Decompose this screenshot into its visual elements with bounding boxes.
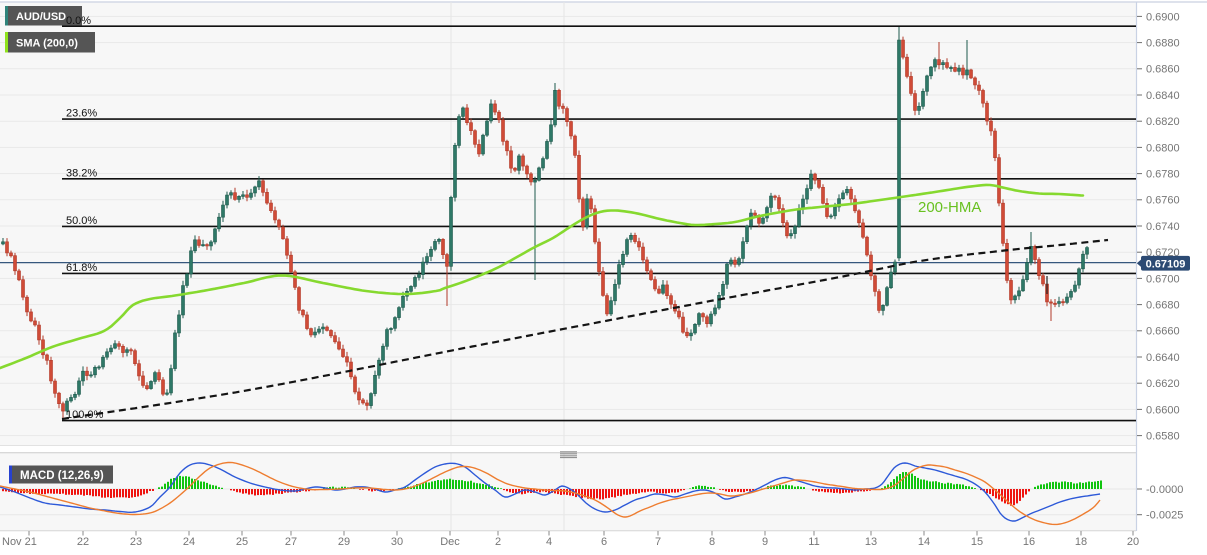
svg-text:-0.0000: -0.0000: [1146, 484, 1183, 496]
svg-text:0.6680: 0.6680: [1146, 300, 1180, 312]
svg-text:0.67109: 0.67109: [1146, 258, 1186, 270]
svg-text:23.6%: 23.6%: [66, 108, 97, 120]
svg-text:11: 11: [808, 536, 819, 548]
svg-text:0.6780: 0.6780: [1146, 169, 1180, 181]
svg-text:23: 23: [130, 536, 142, 548]
svg-text:0.6580: 0.6580: [1146, 431, 1180, 443]
svg-text:Dec: Dec: [440, 536, 460, 548]
svg-text:SMA (200,0): SMA (200,0): [16, 38, 78, 50]
svg-text:0.6800: 0.6800: [1146, 142, 1180, 154]
svg-text:100.0%: 100.0%: [66, 409, 104, 421]
svg-text:0.6640: 0.6640: [1146, 352, 1180, 364]
svg-text:6: 6: [601, 536, 607, 548]
svg-text:2: 2: [495, 536, 501, 548]
svg-text:0.6860: 0.6860: [1146, 64, 1180, 76]
svg-text:8: 8: [709, 536, 715, 548]
svg-text:0.6660: 0.6660: [1146, 326, 1180, 338]
svg-text:9: 9: [762, 536, 768, 548]
svg-text:0.6740: 0.6740: [1146, 221, 1180, 233]
svg-text:0.6600: 0.6600: [1146, 404, 1180, 416]
svg-text:AUD/USD: AUD/USD: [16, 11, 66, 23]
svg-text:-0.0025: -0.0025: [1146, 510, 1183, 522]
svg-text:0.6900: 0.6900: [1146, 11, 1180, 23]
svg-text:0.6620: 0.6620: [1146, 378, 1180, 390]
svg-text:0.6820: 0.6820: [1146, 116, 1180, 128]
svg-text:4: 4: [546, 536, 552, 548]
svg-text:0.6880: 0.6880: [1146, 38, 1180, 50]
svg-text:38.2%: 38.2%: [66, 167, 97, 179]
svg-text:24: 24: [183, 536, 195, 548]
svg-text:0.6840: 0.6840: [1146, 90, 1180, 102]
svg-text:7: 7: [655, 536, 661, 548]
svg-text:61.8%: 61.8%: [66, 262, 97, 274]
svg-text:Nov 21: Nov 21: [2, 536, 37, 548]
svg-text:13: 13: [865, 536, 877, 548]
svg-text:22: 22: [77, 536, 89, 548]
svg-text:200-HMA: 200-HMA: [918, 199, 981, 216]
svg-text:50.0%: 50.0%: [66, 215, 97, 227]
svg-text:0.6760: 0.6760: [1146, 195, 1180, 207]
svg-text:14: 14: [918, 536, 930, 548]
svg-text:30: 30: [391, 536, 403, 548]
svg-text:20: 20: [1127, 536, 1139, 548]
svg-text:25: 25: [236, 536, 248, 548]
svg-text:27: 27: [285, 536, 297, 548]
svg-text:15: 15: [971, 536, 983, 548]
svg-text:29: 29: [338, 536, 350, 548]
svg-text:18: 18: [1075, 536, 1087, 548]
svg-text:MACD (12,26,9): MACD (12,26,9): [20, 470, 104, 482]
svg-text:0.6700: 0.6700: [1146, 273, 1180, 285]
svg-text:0.0%: 0.0%: [66, 15, 91, 27]
svg-text:16: 16: [1023, 536, 1035, 548]
